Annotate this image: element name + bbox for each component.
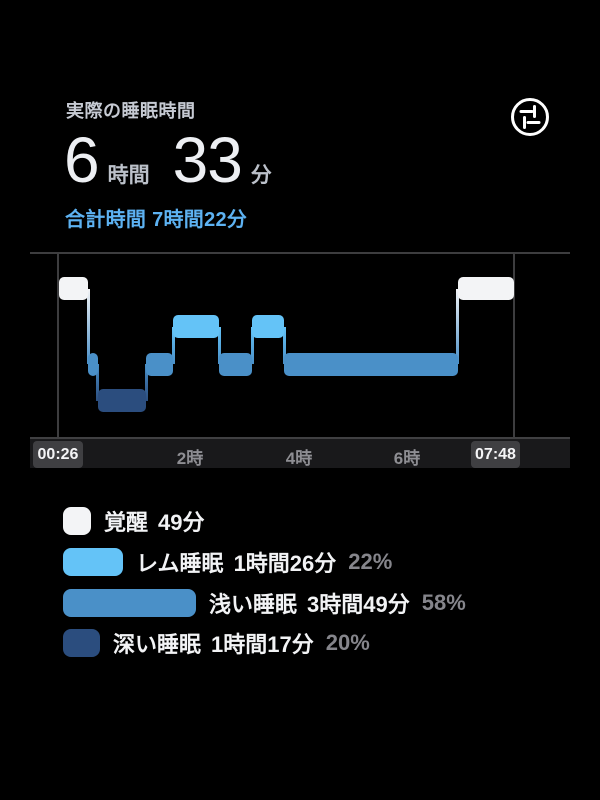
stage-bar — [252, 315, 285, 338]
sleep-minutes-value: 33 — [172, 124, 243, 196]
sleep-end-time-badge: 07:48 — [471, 441, 520, 468]
sleep-start-time-badge: 00:26 — [33, 441, 83, 468]
stage-connector — [456, 288, 460, 364]
stage-bar — [219, 352, 253, 376]
axis-tick-4h: 4時 — [285, 449, 313, 468]
stage-connector — [86, 288, 90, 364]
legend-row-awake: 覚醒 49分 — [63, 505, 205, 537]
axis-tick-6h: 6時 — [393, 449, 421, 468]
sliders-icon — [509, 98, 551, 141]
stage-connector — [282, 326, 286, 364]
stage-connector — [217, 326, 221, 364]
legend-row-deep: 深い睡眠 1時間17分 20% — [63, 627, 370, 659]
chart-options-button[interactable] — [509, 96, 551, 138]
sleep-hours-value: 6 — [64, 124, 100, 196]
stage-connector — [171, 326, 175, 364]
legend-row-light: 浅い睡眠 3時間49分 58% — [63, 587, 466, 619]
rem-swatch — [63, 548, 123, 576]
page-title: 実際の睡眠時間 — [66, 101, 196, 121]
hours-unit-label: 時間 — [107, 164, 150, 187]
total-time-label: 合計時間 7時間22分 — [65, 209, 248, 231]
chart-left-border — [57, 253, 59, 437]
time-axis: 00:26 07:48 2時 4時 6時 — [30, 437, 570, 468]
stage-bar — [97, 389, 147, 412]
stage-bar — [88, 352, 98, 376]
stage-bar — [284, 352, 458, 376]
stage-connector — [250, 326, 254, 364]
stage-bar — [457, 277, 515, 300]
deep-sleep-swatch — [63, 629, 100, 657]
minutes-unit-label: 分 — [250, 164, 272, 187]
stage-bar — [58, 277, 89, 300]
stage-bar — [173, 315, 220, 338]
stage-bar — [146, 352, 173, 376]
light-sleep-swatch — [63, 589, 196, 617]
chart-right-border — [513, 253, 515, 437]
stage-connector — [144, 364, 148, 401]
axis-tick-2h: 2時 — [176, 449, 204, 468]
legend-row-rem: レム睡眠 1時間26分 22% — [63, 546, 392, 578]
awake-swatch — [63, 507, 91, 535]
stage-connector — [96, 364, 100, 401]
sleep-duration: 6 時間 33 分 — [64, 128, 272, 192]
chart-top-border — [30, 252, 570, 254]
